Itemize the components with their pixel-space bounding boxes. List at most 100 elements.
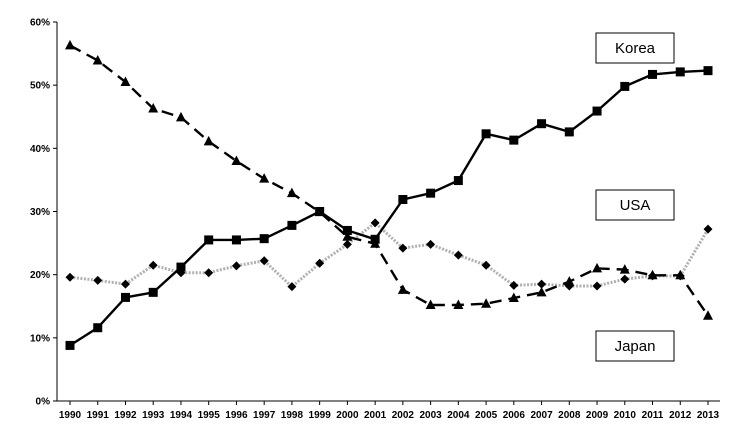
x-tick-label: 1999	[309, 410, 332, 421]
series-korea-point	[259, 234, 269, 244]
series-japan-point	[425, 299, 436, 309]
x-tick-label: 2003	[419, 410, 442, 421]
x-tick-label: 2012	[669, 410, 692, 421]
series-korea-point	[453, 176, 463, 186]
series-korea-point	[398, 194, 408, 204]
x-tick-label: 1992	[114, 410, 137, 421]
series-japan-point	[592, 262, 603, 273]
legend-usa: USA	[595, 189, 675, 221]
series-usa-point	[342, 239, 352, 249]
x-tick-label: 1994	[170, 410, 193, 421]
x-tick-label: 2013	[697, 410, 720, 421]
x-tick-label: 2009	[586, 410, 609, 421]
series-japan-point	[148, 103, 159, 113]
legend-japan-label: Japan	[615, 338, 656, 355]
series-japan-point	[259, 173, 270, 183]
series-group	[65, 39, 713, 350]
series-korea-point	[370, 234, 380, 244]
series-usa-point	[204, 268, 214, 278]
x-axis-ticks: 1990 1991 1992 1993 1994 1995 1996 1997 1998 1999…	[59, 401, 720, 421]
legend-korea-label: Korea	[615, 40, 656, 57]
x-tick-label: 2006	[503, 410, 526, 421]
series-japan-point	[536, 286, 547, 297]
x-tick-label: 2000	[336, 410, 359, 421]
series-japan-point	[286, 187, 297, 198]
series-japan-point	[564, 276, 575, 286]
series-usa-point	[398, 243, 408, 253]
series-korea-point	[703, 66, 713, 76]
series-usa-point	[148, 260, 158, 270]
series-korea-point	[65, 340, 75, 350]
series-usa	[65, 218, 713, 292]
series-korea-point	[204, 235, 214, 245]
legend-usa-box	[595, 189, 675, 221]
series-japan-point	[65, 39, 75, 50]
y-tick-label: 20%	[30, 270, 50, 281]
series-usa-point	[426, 239, 436, 249]
series-korea-point	[509, 135, 519, 145]
x-tick-label: 1990	[59, 410, 82, 421]
y-tick-label: 0%	[36, 397, 51, 408]
series-korea-point	[342, 225, 352, 235]
legend-korea: Korea	[595, 32, 675, 64]
series-japan-point	[175, 111, 186, 122]
x-tick-label: 1996	[225, 410, 248, 421]
series-korea-point	[648, 69, 658, 79]
series-japan-point	[675, 269, 686, 280]
series-usa-point	[259, 256, 269, 266]
series-japan-point	[92, 55, 103, 65]
series-japan-point	[647, 269, 658, 280]
series-usa-point	[703, 224, 713, 234]
series-usa-point	[287, 282, 297, 292]
series-japan	[65, 39, 713, 320]
legend-korea-box	[595, 32, 675, 64]
x-tick-label: 2008	[558, 410, 581, 421]
series-usa-point	[315, 258, 325, 268]
x-tick-label: 2005	[475, 410, 498, 421]
series-japan-point	[397, 284, 408, 294]
series-usa-point	[620, 274, 630, 284]
series-korea-point	[120, 292, 130, 302]
y-tick-label: 10%	[30, 333, 50, 344]
series-usa-point	[120, 279, 130, 289]
series-korea-point	[537, 119, 547, 129]
x-tick-label: 2001	[364, 410, 387, 421]
y-axis-ticks: 0% 10% 20% 30% 40% 50% 60%	[30, 18, 57, 408]
series-korea-point	[176, 262, 186, 272]
series-japan-point	[481, 298, 492, 308]
series-japan-point	[231, 155, 242, 165]
y-tick-label: 40%	[30, 144, 50, 155]
series-japan-point	[619, 264, 630, 274]
series-korea-point	[592, 106, 602, 116]
series-japan-point	[203, 135, 214, 146]
series-korea-point	[620, 81, 630, 91]
x-tick-label: 2007	[530, 410, 553, 421]
y-tick-label: 50%	[30, 81, 50, 92]
legend-japan: Japan	[595, 330, 675, 362]
x-tick-label: 1998	[281, 410, 304, 421]
series-usa-point	[93, 275, 103, 285]
x-tick-label: 2002	[392, 410, 415, 421]
x-tick-label: 2004	[447, 410, 470, 421]
legend-usa-label: USA	[620, 197, 651, 214]
series-korea-point	[93, 323, 103, 333]
series-korea-point	[481, 129, 491, 139]
y-tick-label: 30%	[30, 207, 50, 218]
x-tick-label: 2010	[614, 410, 637, 421]
x-tick-label: 1995	[198, 410, 221, 421]
x-tick-label: 1997	[253, 410, 276, 421]
x-tick-label: 2011	[642, 410, 664, 421]
series-usa-point	[370, 218, 380, 228]
legend-japan-box	[595, 330, 675, 362]
series-korea-point	[426, 188, 436, 198]
series-japan-point	[508, 292, 519, 303]
series-japan-point	[453, 299, 464, 309]
series-korea-point	[315, 207, 325, 216]
series-japan-point	[342, 231, 353, 241]
series-korea-point	[675, 67, 685, 77]
series-usa-point	[481, 260, 491, 270]
series-korea-point	[287, 220, 297, 230]
series-korea-point	[564, 127, 574, 137]
series-usa-point	[537, 279, 547, 289]
